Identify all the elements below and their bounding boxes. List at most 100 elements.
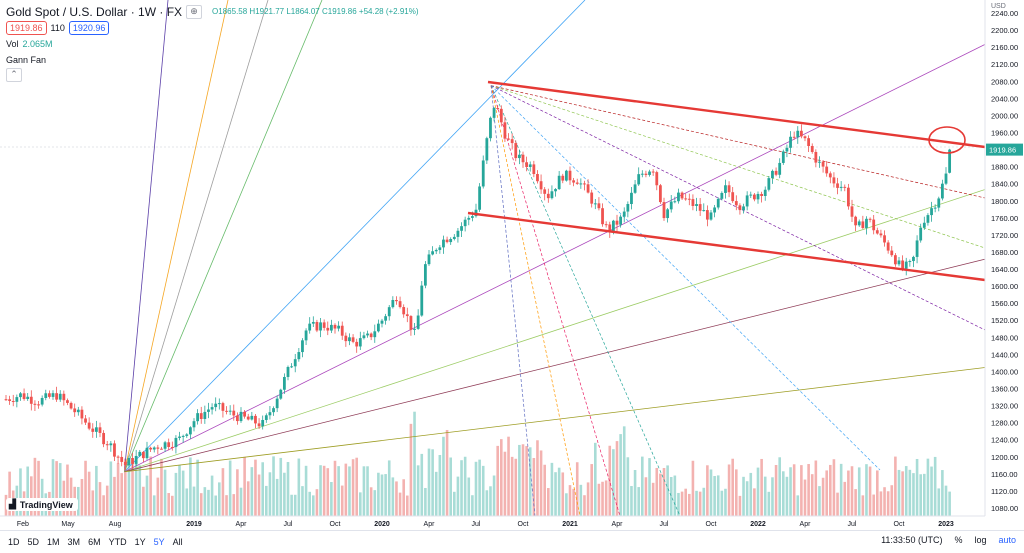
- volume-bar: [438, 454, 442, 516]
- candle-body: [15, 397, 19, 402]
- candle-body: [293, 359, 297, 367]
- volume-bar: [503, 451, 507, 516]
- candle-body: [731, 192, 735, 202]
- collapse-legend-icon[interactable]: ⌃: [6, 68, 22, 82]
- candle-body: [373, 331, 377, 338]
- volume-bar: [427, 448, 431, 516]
- volume-bar: [782, 471, 785, 516]
- volume-bar: [163, 469, 167, 516]
- candle-body: [463, 219, 467, 227]
- volume-bar: [152, 495, 156, 516]
- candle-body: [521, 154, 525, 163]
- price-tick-label: 1120.00: [991, 487, 1018, 496]
- tf-6m[interactable]: 6M: [88, 537, 101, 547]
- time-tick-label: May: [61, 521, 75, 528]
- candle-body: [749, 194, 753, 196]
- candle-body: [539, 181, 543, 190]
- candle-body: [514, 143, 518, 159]
- candle-body: [861, 221, 865, 228]
- candle-body: [246, 416, 250, 420]
- volume-bar: [933, 456, 937, 516]
- volume-bar: [868, 466, 872, 516]
- symbol-title[interactable]: Gold Spot / U.S. Dollar · 1W · FX: [6, 5, 183, 19]
- volume-bar: [897, 469, 901, 516]
- tf-3m[interactable]: 3M: [67, 537, 81, 547]
- candle-body: [536, 174, 539, 182]
- candle-body: [720, 192, 724, 199]
- candle-body: [80, 409, 84, 419]
- candle-body: [543, 189, 547, 194]
- tf-5y[interactable]: 5Y: [153, 537, 165, 547]
- tf-5d[interactable]: 5D: [27, 537, 40, 547]
- candle-body: [803, 136, 807, 139]
- price-tick-label: 1600.00: [991, 282, 1018, 291]
- candle-body: [376, 323, 380, 332]
- volume-bar: [886, 491, 890, 516]
- tf-1d[interactable]: 1D: [8, 537, 20, 547]
- bid-price-button[interactable]: 1919.86: [6, 21, 47, 35]
- volume-bar: [843, 481, 847, 516]
- volume-bar: [322, 465, 326, 516]
- candle-body: [391, 299, 395, 308]
- price-tick-label: 1480.00: [991, 333, 1018, 342]
- candle-body: [789, 136, 792, 148]
- candle-body: [836, 183, 839, 188]
- candle-body: [8, 399, 12, 402]
- volume-bar: [500, 439, 503, 516]
- volume-bar: [615, 441, 619, 516]
- candle-body: [705, 210, 709, 220]
- candle-body: [416, 315, 420, 329]
- volume-bar: [908, 469, 912, 516]
- volume-bar: [463, 456, 467, 516]
- price-chart[interactable]: USD 1080.00 1120.00 1160.00 1200.00 1240.00 12…: [0, 0, 1024, 530]
- candle-body: [76, 409, 80, 413]
- volume-bar: [800, 465, 803, 516]
- candle-body: [579, 183, 583, 185]
- volume-bar: [145, 475, 149, 516]
- price-tick-label: 1080.00: [991, 504, 1018, 513]
- clock[interactable]: 11:33:50 (UTC): [881, 535, 943, 545]
- alert-icon[interactable]: ⊕: [186, 5, 203, 19]
- volume-bar: [727, 464, 731, 516]
- time-tick-label: Apr: [800, 521, 812, 528]
- gann-fan: [124, 0, 1015, 517]
- volume-bar: [915, 458, 919, 516]
- price-axis: USD 1080.00 1120.00 1160.00 1200.00 1240.00 12…: [984, 0, 1024, 516]
- candle-body: [875, 230, 879, 234]
- volume-bar: [926, 458, 930, 516]
- time-tick-label: Jul: [284, 521, 293, 528]
- time-axis: Feb May Aug 2019 Apr Jul Oct 2020 Apr Jul Oct 2021 A…: [0, 515, 985, 530]
- candle-body: [438, 247, 442, 250]
- volume-bar: [377, 472, 380, 516]
- tf-1y[interactable]: 1Y: [134, 537, 146, 547]
- candle-body: [825, 166, 829, 174]
- candle-body: [648, 171, 651, 175]
- log-toggle[interactable]: log: [974, 535, 987, 545]
- tf-all[interactable]: All: [172, 537, 183, 547]
- price-tick-label: 2160.00: [991, 43, 1018, 52]
- candle-body: [619, 216, 623, 225]
- volume-bar: [196, 459, 199, 516]
- gann-fan-dashed-line: [490, 85, 681, 517]
- volume-bar: [109, 461, 113, 516]
- volume-bar: [528, 447, 532, 516]
- candle-body: [843, 186, 847, 188]
- price-tick-label: 1680.00: [991, 248, 1018, 257]
- volume-bar: [138, 465, 142, 516]
- volume-bar: [4, 494, 8, 516]
- volume-bar: [872, 494, 875, 516]
- volume-bar: [98, 482, 102, 516]
- tf-ytd[interactable]: YTD: [108, 537, 127, 547]
- time-tick-label: Oct: [518, 521, 529, 528]
- volume-bar: [543, 464, 546, 516]
- auto-toggle[interactable]: auto: [998, 535, 1016, 545]
- volume-bar: [366, 466, 369, 516]
- volume-bar: [142, 486, 145, 516]
- ask-price-button[interactable]: 1920.96: [68, 21, 110, 35]
- tf-1m[interactable]: 1M: [47, 537, 60, 547]
- volume-bar: [749, 472, 753, 516]
- tradingview-logo[interactable]: ▟ TradingView: [6, 498, 78, 511]
- gann-fan-label[interactable]: Gann Fan: [6, 55, 47, 65]
- percent-toggle[interactable]: %: [954, 535, 963, 545]
- candle-body: [615, 220, 619, 225]
